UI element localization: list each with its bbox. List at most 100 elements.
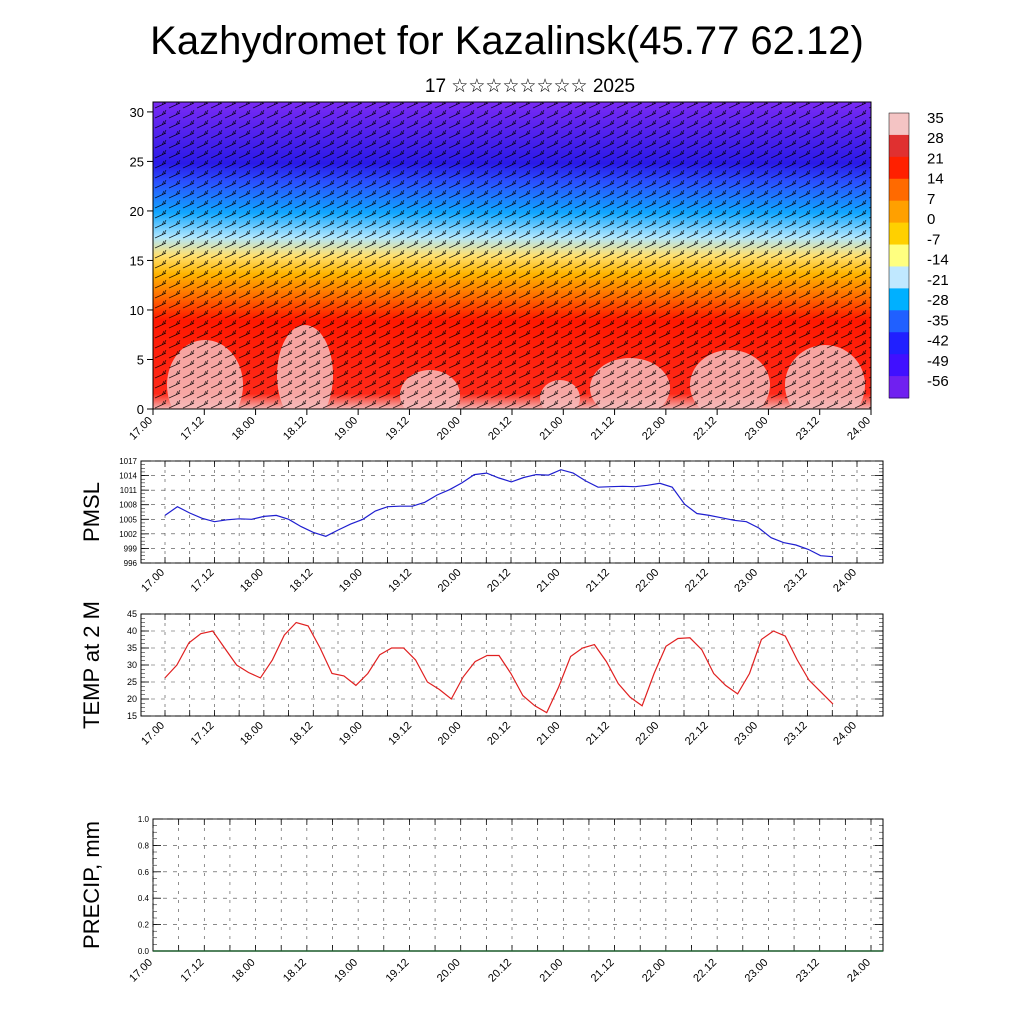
x-tick-label: 19.12 [384, 957, 412, 985]
colorbar-swatch [889, 332, 909, 355]
colorbar-swatch [889, 266, 909, 289]
x-tick-label: 22.00 [633, 720, 661, 748]
y-tick-label: 30 [127, 660, 137, 670]
pmsl-ylabel: PMSL [79, 482, 104, 542]
x-tick-label: 20.12 [486, 415, 514, 443]
x-tick-label: 18.00 [230, 415, 258, 443]
x-tick-label: 21.00 [535, 567, 563, 595]
x-tick-label: 18.12 [287, 720, 315, 748]
y-tick-label: 996 [124, 559, 138, 568]
colorbar-swatch [889, 134, 909, 158]
x-tick-label: 22.00 [633, 567, 661, 595]
x-tick-label: 22.00 [640, 415, 668, 443]
y-tick-label: 999 [124, 544, 138, 553]
colorbar-swatch [889, 156, 909, 180]
x-tick-label: 23.12 [794, 957, 822, 985]
x-tick-label: 18.12 [281, 957, 309, 985]
colorbar-label: 0 [927, 211, 935, 228]
colorbar-label: -21 [927, 272, 949, 289]
colorbar-label: -49 [927, 353, 949, 370]
x-tick-label: 20.12 [485, 567, 513, 595]
x-tick-label: 21.00 [537, 957, 565, 985]
x-tick-label: 23.00 [743, 957, 771, 985]
x-tick-label: 19.00 [332, 957, 360, 985]
pmsl-panel: 996 999 1002 1005 1008 1011 1014 1017 17.00 17.12… [119, 457, 884, 595]
colorbar-swatch [889, 200, 909, 224]
colorbar-label: -56 [927, 373, 949, 390]
y-tick-label: 0 [137, 402, 144, 417]
wind-barbs [153, 102, 871, 409]
colorbar-label: -35 [927, 312, 949, 329]
y-tick-label: 0.8 [138, 841, 150, 850]
x-tick-label: 19.00 [332, 415, 360, 443]
x-tick-label: 21.12 [589, 957, 617, 985]
y-tick-label: 1011 [120, 486, 138, 495]
colorbar-label: -42 [927, 333, 949, 350]
x-tick-label: 21.12 [589, 415, 617, 443]
y-tick-label: 1005 [119, 515, 137, 524]
x-tick-label: 18.12 [287, 567, 315, 595]
x-tick-label: 18.00 [230, 957, 258, 985]
colorbar-swatch [889, 310, 909, 333]
x-tick-label: 17.12 [178, 957, 206, 985]
colorbar-label: 35 [927, 110, 944, 127]
x-tick-label: 17.00 [127, 957, 155, 985]
colorbar-label: 21 [927, 150, 944, 167]
colorbar-swatch [889, 376, 909, 399]
x-tick-label: 24.00 [831, 567, 859, 595]
colorbar-swatch [889, 354, 909, 377]
x-tick-label: 22.00 [640, 957, 668, 985]
colorbar-label: -28 [927, 292, 949, 309]
x-tick-label: 22.12 [691, 415, 719, 443]
precip-panel: 0.0 0.2 0.4 0.6 0.8 1.0 17.00 17.12 18.00 18.12 19… [127, 815, 884, 985]
y-tick-label: 1008 [119, 501, 137, 510]
cross-section-x-axis: 17.00 17.12 18.00 18.12 19.00 19.12 20.00 20.12… [127, 409, 873, 443]
panel-frame [140, 460, 884, 564]
y-tick-label: 10 [130, 303, 144, 318]
y-tick-label: 25 [127, 677, 137, 687]
y-tick-label: 1017 [119, 457, 137, 466]
x-tick-label: 19.12 [386, 720, 414, 748]
colorbar-label: -7 [927, 231, 940, 248]
x-tick-label: 23.00 [743, 415, 771, 443]
colorbar-label: 14 [927, 171, 944, 188]
x-tick-label: 23.12 [782, 720, 810, 748]
y-tick-label: 1.0 [138, 815, 150, 824]
y-tick-label: 5 [137, 352, 144, 367]
x-tick-label: 19.00 [337, 720, 365, 748]
colorbar-swatch [889, 244, 909, 267]
y-tick-label: 0.2 [138, 921, 150, 930]
x-tick-label: 22.12 [683, 720, 711, 748]
chart-subtitle: 17 ☆☆☆☆☆☆☆☆ 2025 [425, 76, 635, 97]
y-tick-label: 1014 [119, 472, 137, 481]
x-tick-label: 22.12 [691, 957, 719, 985]
y-tick-label: 0.0 [138, 947, 150, 956]
x-tick-label: 24.00 [845, 957, 873, 985]
colorbar-label: 7 [927, 191, 935, 208]
y-tick-label: 15 [130, 253, 144, 268]
x-tick-label: 17.00 [139, 720, 167, 748]
x-tick-label: 17.00 [139, 567, 167, 595]
x-tick-label: 22.12 [683, 567, 711, 595]
x-tick-label: 19.00 [337, 567, 365, 595]
x-tick-label: 19.12 [386, 567, 414, 595]
x-tick-label: 23.00 [732, 567, 760, 595]
colorbar-label: -14 [927, 252, 949, 269]
x-tick-label: 23.12 [782, 567, 810, 595]
temp2m-line [164, 621, 834, 714]
colorbar-swatch [889, 178, 909, 202]
y-tick-label: 0.6 [138, 868, 150, 877]
precip-ylabel: PRECIP, mm [79, 821, 104, 949]
y-tick-label: 45 [127, 609, 137, 619]
y-tick-label: 25 [130, 154, 144, 169]
x-tick-label: 20.00 [436, 567, 464, 595]
y-tick-label: 35 [127, 643, 137, 653]
x-tick-label: 18.00 [238, 720, 266, 748]
y-tick-label: 20 [130, 204, 144, 219]
x-tick-label: 20.00 [435, 415, 463, 443]
x-tick-label: 20.00 [436, 720, 464, 748]
y-tick-label: 1002 [119, 530, 137, 539]
colorbar-swatch [889, 288, 909, 311]
x-tick-label: 17.00 [127, 415, 155, 443]
